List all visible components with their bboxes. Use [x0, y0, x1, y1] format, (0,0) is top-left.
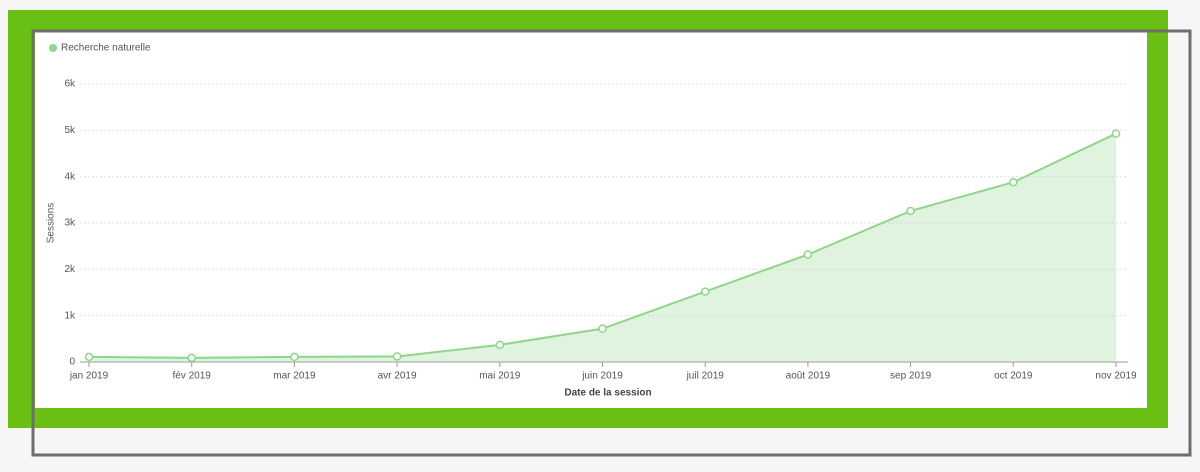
- x-tick-label: mar 2019: [273, 371, 316, 382]
- x-tick-label: jan 2019: [69, 371, 109, 382]
- x-tick-label: août 2019: [786, 371, 831, 382]
- x-tick-label: oct 2019: [994, 371, 1033, 382]
- y-tick-label: 6k: [64, 79, 76, 90]
- point: [598, 324, 607, 333]
- legend-label: Recherche naturelle: [61, 43, 151, 54]
- point: [1111, 129, 1121, 138]
- y-tick-label: 5k: [64, 125, 76, 136]
- point: [700, 287, 710, 296]
- point: [495, 340, 505, 350]
- point: [392, 352, 402, 361]
- point: [84, 352, 94, 362]
- x-tick-label: avr 2019: [378, 371, 417, 382]
- y-tick-label: 0: [69, 357, 75, 368]
- y-tick-label: 2k: [64, 264, 76, 275]
- point: [1009, 177, 1018, 187]
- area-fill: [89, 133, 1116, 362]
- outline-frame: [31, 29, 1192, 457]
- point: [803, 250, 813, 259]
- y-tick-label: 3k: [64, 218, 76, 229]
- x-tick-label: nov 2019: [1095, 371, 1137, 382]
- x-tick-label: juil 2019: [686, 371, 725, 382]
- y-tick-label: 1k: [64, 310, 76, 321]
- legend-marker: [49, 44, 57, 52]
- x-tick-label: fév 2019: [173, 371, 212, 382]
- point: [906, 206, 915, 216]
- point: [290, 352, 299, 362]
- x-tick-label: mai 2019: [479, 371, 521, 382]
- x-tick-label: juin 2019: [581, 371, 623, 382]
- point: [187, 353, 196, 363]
- x-axis-title: Date de la session: [564, 388, 651, 399]
- y-axis-title: Sessions: [46, 203, 57, 244]
- x-tick-label: sep 2019: [890, 371, 932, 382]
- y-tick-label: 4k: [64, 171, 76, 182]
- chart-panel: [35, 32, 1147, 408]
